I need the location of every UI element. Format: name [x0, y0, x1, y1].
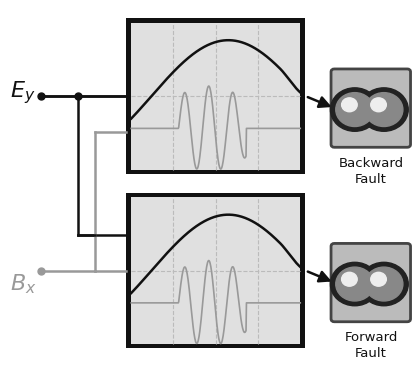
Circle shape — [360, 262, 408, 306]
Bar — [131, 197, 300, 344]
Circle shape — [371, 98, 386, 112]
Bar — [126, 193, 305, 349]
Text: $E_y$: $E_y$ — [10, 79, 35, 106]
FancyBboxPatch shape — [331, 69, 411, 147]
Circle shape — [371, 272, 386, 286]
Circle shape — [331, 262, 379, 306]
Circle shape — [336, 267, 374, 301]
FancyBboxPatch shape — [331, 243, 411, 322]
Text: Backward
Fault: Backward Fault — [339, 157, 403, 186]
Circle shape — [341, 272, 357, 286]
Bar — [131, 22, 300, 169]
Circle shape — [336, 93, 374, 126]
Circle shape — [365, 267, 403, 301]
Circle shape — [360, 88, 408, 131]
Circle shape — [341, 98, 357, 112]
Text: $B_x$: $B_x$ — [10, 273, 36, 296]
Circle shape — [365, 93, 403, 126]
Bar — [126, 18, 305, 174]
Circle shape — [331, 88, 379, 131]
Text: Forward
Fault: Forward Fault — [344, 331, 398, 360]
